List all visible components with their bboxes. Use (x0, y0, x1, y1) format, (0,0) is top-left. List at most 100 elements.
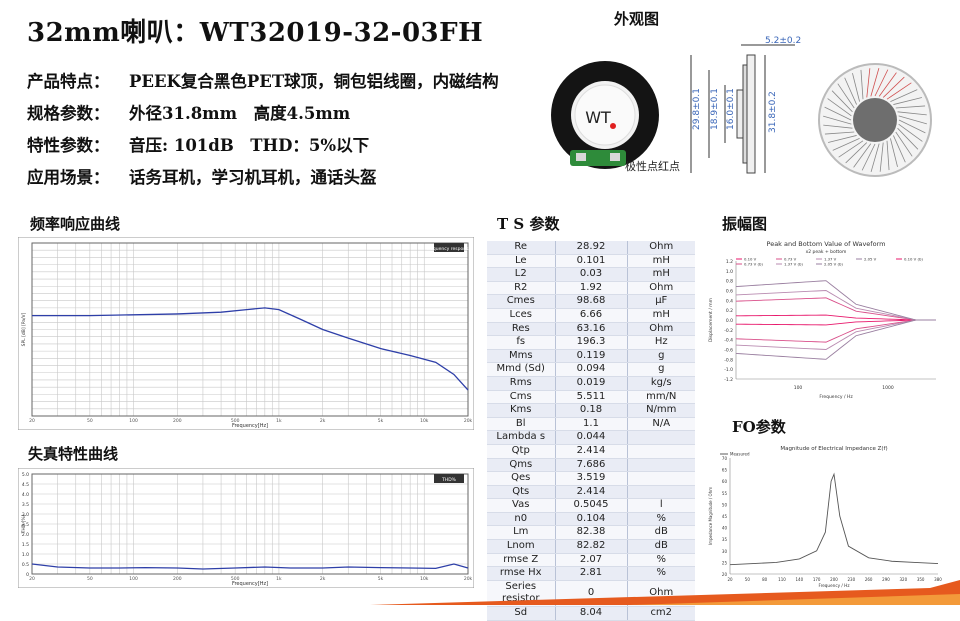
polarity-note: 极性点红点 (625, 158, 680, 174)
ts-name: Lnom (487, 540, 555, 554)
x-tick-label: 1000 (882, 385, 894, 391)
ts-value: 0.044 (555, 431, 627, 445)
amplitude-title: 振幅图 (722, 213, 767, 234)
chart-title: Magnitude of Electrical Impedance Z(f) (780, 446, 887, 452)
ts-value: 2.07 (555, 553, 627, 567)
page-title: 32mm喇叭：WT32019-32-03FH (27, 12, 483, 49)
spec-label: 产品特点： (27, 68, 129, 92)
ts-name: Le (487, 254, 555, 268)
ts-name: Lces (487, 308, 555, 322)
logo-text: WT (585, 108, 611, 127)
spec-label: 应用场景： (27, 164, 129, 188)
appearance-title: 外观图 (614, 8, 659, 29)
ts-unit: % (627, 553, 695, 567)
ts-unit: kg/s (627, 376, 695, 390)
impedance-chart: Magnitude of Electrical Impedance Z(f)Me… (706, 440, 946, 588)
ts-name: Lambda s (487, 431, 555, 445)
y-tick-label: -1.0 (724, 367, 733, 373)
y-tick-label: 0.2 (726, 308, 733, 314)
ts-name: Cmes (487, 295, 555, 309)
ts-name: Res (487, 322, 555, 336)
y-tick-label: 1.0 (726, 269, 733, 275)
spec-row-dimensions: 规格参数：外径31.8mm 高度4.5mm (27, 100, 350, 124)
legend-label: 1.37 V (b) (784, 262, 803, 267)
ts-value: 3.519 (555, 472, 627, 486)
y-tick-label: -0.6 (724, 348, 733, 354)
dim-29-8: 29.8±0.1 (692, 88, 702, 130)
ts-name: Qtp (487, 444, 555, 458)
ts-unit: Ohm (627, 322, 695, 336)
freq-response-title: 频率响应曲线 (30, 213, 120, 234)
x-tick-label: 20k (464, 418, 473, 424)
ts-value: 7.686 (555, 458, 627, 472)
y-tick-label: -0.8 (724, 357, 733, 363)
x-tick-label: 20 (29, 576, 35, 582)
y-tick-label: 0.8 (726, 279, 733, 285)
x-tick-label: 100 (129, 576, 138, 582)
chart-title: Peak and Bottom Value of Waveform (767, 240, 886, 248)
dim-18-9: 18.9±0.1 (710, 88, 720, 130)
ts-name: Mms (487, 349, 555, 363)
ts-unit: g (627, 349, 695, 363)
ts-unit: Ohm (627, 281, 695, 295)
ts-value: 196.3 (555, 336, 627, 350)
speaker-back-view (815, 60, 935, 180)
ts-unit: mm/N (627, 390, 695, 404)
ts-unit: Ohm (627, 241, 695, 254)
ts-title: T S 参数 (497, 213, 559, 234)
fo-title: FO参数 (732, 416, 786, 437)
spec-value: 话务耳机，学习机耳机，通话头盔 (129, 168, 377, 187)
ts-value: 2.414 (555, 444, 627, 458)
ts-name: Cms (487, 390, 555, 404)
y-tick-label: 60 (722, 479, 728, 484)
x-tick-label: 2k (320, 576, 326, 582)
spec-row-features: 产品特点：PEEK复合黑色PET球顶，铜包铝线圈，内磁结构 (27, 68, 499, 92)
spec-value: 外径31.8mm 高度4.5mm (129, 104, 350, 123)
y-tick-label: 40 (722, 526, 728, 531)
ts-name: Bl (487, 417, 555, 431)
y-tick-label: 1.5 (22, 542, 29, 548)
ts-value: 0.101 (555, 254, 627, 268)
polarity-dot (610, 123, 616, 129)
legend-label: 0.73 V (b) (744, 262, 763, 267)
ts-unit: mH (627, 308, 695, 322)
dim-16-0: 16.0±0.1 (726, 88, 736, 130)
y-tick-label: 3.5 (22, 502, 29, 508)
ts-name: rmse Hx (487, 567, 555, 581)
y-tick-label: 1.0 (22, 552, 29, 558)
ts-unit: Hz (627, 336, 695, 350)
spec-value: 音压: 101dB THD：5%以下 (129, 136, 369, 155)
ts-unit: % (627, 567, 695, 581)
ts-unit: cm2 (627, 607, 695, 621)
legend-label: frequency response (427, 246, 472, 252)
ts-unit: dB (627, 526, 695, 540)
ts-name: Qes (487, 472, 555, 486)
ts-name: R2 (487, 281, 555, 295)
ts-value: 0.019 (555, 376, 627, 390)
x-tick-label: 5k (378, 418, 384, 424)
ts-name: L2 (487, 268, 555, 282)
ts-unit: l (627, 499, 695, 513)
y-tick-label: 35 (722, 537, 728, 542)
y-tick-label: -1.2 (724, 377, 733, 383)
y-tick-label: 4.0 (22, 492, 29, 498)
y-tick-label: 30 (722, 549, 728, 554)
y-tick-label: 0.0 (726, 318, 733, 324)
y-tick-label: 70 (722, 456, 728, 461)
y-axis-label: THD [%] (21, 514, 27, 534)
